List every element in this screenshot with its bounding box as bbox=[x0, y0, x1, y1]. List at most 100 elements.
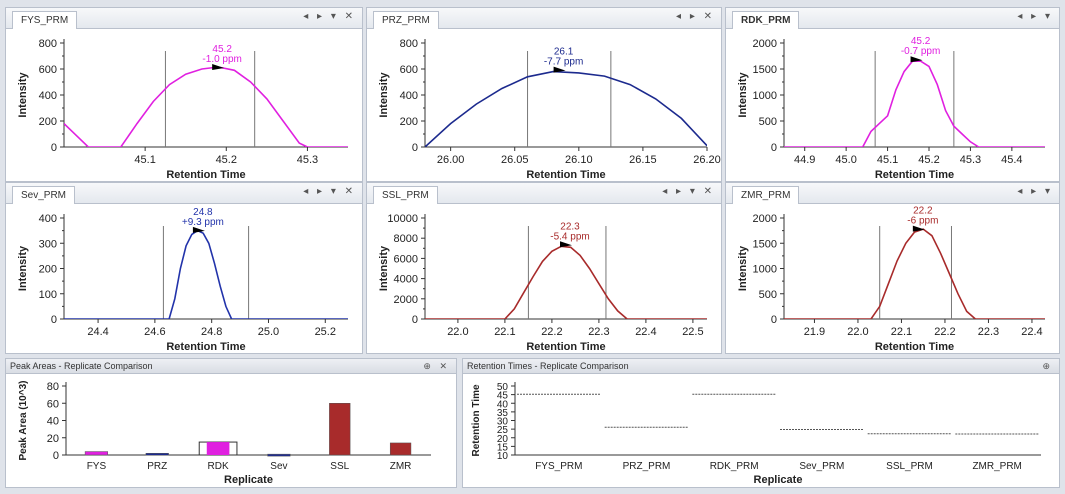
chromatogram-plot: 0 500 1000 1500 2000 44.9 45.0 45.1 45.2 45.3 45.4… bbox=[737, 36, 1045, 181]
x-tick-label: 45.1 bbox=[877, 154, 898, 166]
y-tick-label: 800 bbox=[400, 38, 418, 50]
y-axis-label: Intensity bbox=[378, 72, 390, 118]
y-tick-label: 400 bbox=[39, 90, 57, 102]
y-tick-label: 20 bbox=[497, 434, 509, 445]
x-tick-label: 22.4 bbox=[1021, 326, 1042, 338]
pane-controls[interactable]: ◂ ▸ ▾ bbox=[1017, 186, 1053, 197]
peak-areas-pane: Peak Areas - Replicate Comparison ⊕ ✕ 0 2… bbox=[5, 358, 457, 488]
x-tick-label: 26.15 bbox=[629, 154, 657, 166]
y-axis-label: Peak Area (10^3) bbox=[18, 381, 29, 461]
tab-bar: Sev_PRM ◂ ▸ ▾ ✕ bbox=[6, 183, 362, 204]
x-tick-label: SSL bbox=[330, 461, 349, 472]
pane-controls[interactable]: ◂ ▸ ▾ ✕ bbox=[303, 11, 356, 22]
tab-fys[interactable]: FYS_PRM bbox=[12, 11, 78, 29]
bar bbox=[389, 442, 412, 456]
y-tick-label: 300 bbox=[39, 238, 57, 250]
y-tick-label: 20 bbox=[47, 433, 59, 445]
chromatogram-pane-ssl: SSL_PRM ◂ ▸ ▾ ✕ 0 2000 4000 6000 8000 10000 22.0… bbox=[366, 182, 722, 354]
bar bbox=[145, 453, 169, 456]
x-tick-label: 45.2 bbox=[918, 154, 939, 166]
tab-sev[interactable]: Sev_PRM bbox=[12, 186, 76, 204]
pane-controls[interactable]: ◂ ▸ ✕ bbox=[676, 11, 715, 22]
y-tick-label: 0 bbox=[412, 314, 418, 326]
x-axis-label: Retention Time bbox=[166, 169, 245, 181]
y-tick-label: 40 bbox=[47, 416, 59, 428]
chromatogram-trace bbox=[425, 245, 707, 319]
tab-prz[interactable]: PRZ_PRM bbox=[373, 11, 439, 29]
pane-controls[interactable]: ◂ ▸ ▾ bbox=[1017, 11, 1053, 22]
y-tick-label: 2000 bbox=[394, 294, 418, 306]
x-tick-label: 22.0 bbox=[847, 326, 868, 338]
pane-controls[interactable]: ◂ ▸ ▾ ✕ bbox=[303, 186, 356, 197]
chromatogram-plot: 0 200 400 600 800 26.00 26.05 26.10 26.15 26.20 Re… bbox=[378, 38, 721, 181]
chromatogram-plot: 0 2000 4000 6000 8000 10000 22.0 22.1 22.2 22.3 22… bbox=[378, 213, 707, 353]
x-tick-label: 45.3 bbox=[960, 154, 981, 166]
x-tick-label: 22.0 bbox=[447, 326, 468, 338]
x-tick-label: PRZ_PRM bbox=[623, 461, 671, 472]
x-tick-label: 22.3 bbox=[978, 326, 999, 338]
retention-times-title: Retention Times - Replicate Comparison bbox=[463, 359, 1059, 374]
x-tick-label: Sev bbox=[270, 461, 287, 472]
y-tick-label: 600 bbox=[400, 64, 418, 76]
y-tick-label: 2000 bbox=[753, 213, 777, 225]
x-tick-label: 24.4 bbox=[87, 326, 108, 338]
y-tick-label: 200 bbox=[400, 116, 418, 128]
peak-ppm-annotation: -5.4 ppm bbox=[550, 231, 589, 242]
y-tick-label: 60 bbox=[47, 398, 59, 410]
apex-marker bbox=[553, 66, 566, 73]
y-tick-label: 100 bbox=[39, 289, 57, 301]
chromatogram-trace bbox=[425, 70, 707, 147]
x-tick-label: 45.1 bbox=[134, 154, 155, 166]
tab-zmr[interactable]: ZMR_PRM bbox=[732, 186, 800, 204]
chromatogram-plot: 0 100 200 300 400 24.4 24.6 24.8 25.0 25.2 Retenti… bbox=[17, 207, 348, 353]
tab-bar: RDK_PRM ◂ ▸ ▾ bbox=[726, 8, 1059, 29]
y-tick-label: 0 bbox=[771, 142, 777, 154]
x-tick-label: FYS bbox=[87, 461, 107, 472]
x-tick-label: ZMR bbox=[390, 461, 412, 472]
x-tick-label: 22.1 bbox=[891, 326, 912, 338]
chromatogram-trace bbox=[784, 60, 1045, 147]
peak-rt-annotation: 22.2 bbox=[913, 206, 933, 217]
x-tick-label: 45.3 bbox=[297, 154, 318, 166]
chromatogram-pane-prz: PRZ_PRM ◂ ▸ ✕ 0 200 400 600 800 26.00 26.05 26.10… bbox=[366, 7, 722, 182]
y-tick-label: 0 bbox=[51, 142, 57, 154]
x-tick-label: 22.4 bbox=[635, 326, 656, 338]
y-axis-label: Intensity bbox=[17, 72, 29, 118]
chromatogram-trace bbox=[784, 228, 1045, 319]
peak-ppm-annotation: -0.7 ppm bbox=[901, 46, 940, 57]
tab-bar: ZMR_PRM ◂ ▸ ▾ bbox=[726, 183, 1059, 204]
y-tick-label: 0 bbox=[51, 314, 57, 326]
y-tick-label: 1000 bbox=[753, 90, 777, 102]
y-tick-label: 25 bbox=[497, 425, 509, 436]
x-tick-label: 25.0 bbox=[258, 326, 279, 338]
y-axis-label: Intensity bbox=[737, 245, 749, 291]
tab-rdk[interactable]: RDK_PRM bbox=[732, 11, 800, 29]
y-tick-label: 10 bbox=[497, 451, 509, 462]
x-tick-label: 26.05 bbox=[501, 154, 529, 166]
peak-rt-annotation: 45.2 bbox=[911, 36, 931, 47]
x-tick-label: 22.5 bbox=[682, 326, 703, 338]
retention-times-controls[interactable]: ⊕ bbox=[1042, 361, 1053, 371]
apex-marker bbox=[560, 241, 572, 248]
bar bbox=[206, 442, 230, 455]
peak-ppm-annotation: -7.7 ppm bbox=[544, 57, 583, 68]
x-tick-label: 44.9 bbox=[794, 154, 815, 166]
x-tick-label: 26.10 bbox=[565, 154, 593, 166]
y-tick-label: 45 bbox=[497, 391, 509, 402]
y-tick-label: 500 bbox=[759, 116, 777, 128]
x-tick-label: ZMR_PRM bbox=[972, 461, 1021, 472]
x-axis-label: Replicate bbox=[224, 474, 273, 486]
peak-ppm-annotation: -1.0 ppm bbox=[202, 54, 241, 65]
retention-times-pane: Retention Times - Replicate Comparison ⊕… bbox=[462, 358, 1060, 488]
tab-bar: FYS_PRM ◂ ▸ ▾ ✕ bbox=[6, 8, 362, 29]
peak-areas-controls[interactable]: ⊕ ✕ bbox=[423, 361, 450, 371]
tab-bar: SSL_PRM ◂ ▸ ▾ ✕ bbox=[367, 183, 721, 204]
pane-controls[interactable]: ◂ ▸ ▾ ✕ bbox=[662, 186, 715, 197]
x-tick-label: 22.2 bbox=[934, 326, 955, 338]
peak-rt-annotation: 26.1 bbox=[554, 47, 574, 58]
x-tick-label: RDK_PRM bbox=[710, 461, 759, 472]
tab-ssl[interactable]: SSL_PRM bbox=[373, 186, 438, 204]
x-tick-label: FYS_PRM bbox=[535, 461, 582, 472]
x-tick-label: PRZ bbox=[147, 461, 167, 472]
